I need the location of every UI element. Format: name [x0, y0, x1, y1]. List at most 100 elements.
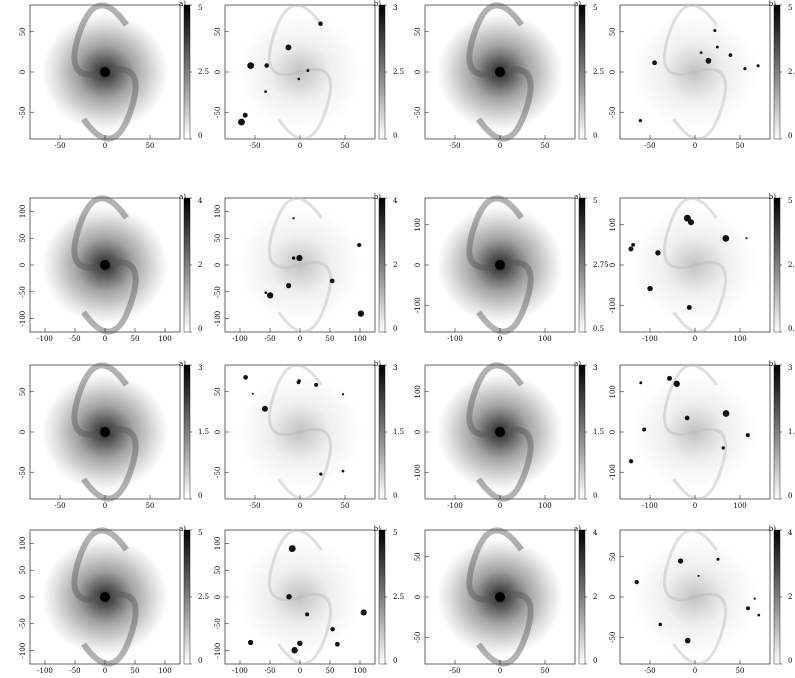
- y-tick-label: -50: [609, 632, 617, 643]
- x-tick-label: 50: [341, 142, 350, 150]
- y-tick-label: -100: [609, 297, 617, 313]
- x-tick-label: -50: [54, 502, 65, 510]
- colorbar-label: 3: [393, 4, 397, 12]
- galaxy-disk: [632, 13, 758, 131]
- x-tick-label: -100: [447, 335, 463, 343]
- star: [699, 51, 703, 55]
- panel-label: b): [374, 360, 381, 368]
- y-tick-label: -50: [19, 286, 27, 297]
- galaxy-core: [100, 67, 110, 77]
- star: [243, 375, 248, 380]
- panel: 5 2.5 0 a) -50 0 50 50 0 -50: [19, 0, 209, 150]
- x-tick-label: -100: [37, 335, 53, 343]
- colorbar-label: 5: [198, 529, 202, 537]
- star: [639, 381, 643, 385]
- colorbar-label: 1.5: [593, 428, 604, 436]
- spiral-arm: [277, 67, 333, 140]
- colorbar: [578, 197, 586, 333]
- galaxy-core: [495, 260, 505, 270]
- y-tick-label: 50: [414, 27, 422, 36]
- x-tick-label: -100: [642, 502, 658, 510]
- x-tick-label: 50: [736, 667, 745, 675]
- x-tick-label: 0: [298, 667, 302, 675]
- x-tick-label: -50: [69, 667, 80, 675]
- colorbar: [378, 529, 386, 665]
- star: [297, 77, 301, 81]
- colorbar-label: 0: [788, 492, 792, 500]
- y-tick-label: 50: [214, 234, 222, 243]
- star: [305, 612, 310, 617]
- galaxy-core: [100, 260, 110, 270]
- colorbar-label: 2.5: [198, 593, 209, 601]
- colorbar-label: 2.5: [393, 593, 404, 601]
- colorbar-label: 1.5: [198, 428, 209, 436]
- star: [677, 558, 684, 564]
- y-tick-label: 0: [214, 430, 222, 434]
- star: [628, 459, 634, 464]
- colorbar-label: 2.75: [593, 261, 609, 269]
- panel-label: b): [374, 193, 381, 201]
- x-tick-label: 0: [298, 142, 302, 150]
- colorbar-label: 0: [593, 132, 597, 140]
- spiral-arm: [267, 4, 323, 77]
- star: [722, 410, 730, 417]
- spiral-arm: [466, 527, 524, 603]
- y-tick-label: 0: [19, 430, 27, 434]
- star: [728, 53, 733, 57]
- star: [264, 63, 269, 68]
- colorbar: [578, 529, 586, 665]
- spiral-arm: [662, 364, 718, 437]
- spiral-arm: [71, 362, 129, 438]
- star: [683, 214, 691, 222]
- galaxy-disk: [632, 373, 758, 491]
- star: [686, 304, 692, 310]
- colorbar-label: 5: [593, 4, 597, 12]
- panel-label: a): [574, 525, 581, 533]
- y-tick-label: 0: [609, 430, 617, 434]
- y-tick-label: -50: [19, 107, 27, 118]
- star: [296, 380, 301, 385]
- colorbar-label: 1.5: [393, 428, 404, 436]
- x-tick-label: -50: [644, 667, 655, 675]
- y-tick-label: 0: [414, 70, 422, 74]
- star: [687, 219, 694, 226]
- x-tick-label: 0: [498, 142, 502, 150]
- colorbar-label: 5: [393, 529, 397, 537]
- y-tick-label: 100: [19, 205, 27, 218]
- star: [642, 427, 647, 432]
- panel: 3 1.5 0 a) -100 0 100 100 0 -100: [414, 360, 604, 510]
- colorbar-label: 5: [788, 4, 792, 12]
- colorbar: [378, 4, 386, 140]
- y-tick-label: 0: [19, 595, 27, 599]
- panel: 5 2.5 0 b) -50 0 50 50 0 -50: [609, 0, 795, 150]
- x-tick-label: 50: [131, 667, 140, 675]
- spiral-arm: [71, 195, 129, 271]
- spiral-arm: [476, 426, 534, 502]
- x-tick-label: 100: [158, 335, 171, 343]
- colorbar-label: 4: [788, 529, 793, 537]
- y-tick-label: -100: [19, 643, 27, 659]
- y-tick-label: -100: [214, 643, 222, 659]
- colorbar-label: 1.5: [788, 428, 795, 436]
- colorbar: [378, 197, 386, 333]
- spiral-arm: [466, 362, 524, 438]
- colorbar-label: 4: [198, 197, 203, 205]
- y-tick-label: 100: [214, 205, 222, 218]
- panel-label: a): [574, 360, 581, 368]
- colorbar-label: 0: [788, 657, 792, 665]
- y-tick-label: -50: [214, 107, 222, 118]
- star: [266, 292, 274, 299]
- y-tick-label: -100: [414, 297, 422, 313]
- colorbar-label: 0: [198, 492, 202, 500]
- star: [242, 112, 248, 118]
- y-tick-label: 0: [609, 70, 617, 74]
- star: [261, 405, 268, 412]
- x-tick-label: 0: [103, 667, 107, 675]
- star: [647, 285, 653, 292]
- star: [713, 28, 717, 33]
- x-tick-label: 50: [341, 502, 350, 510]
- x-tick-label: -50: [69, 335, 80, 343]
- x-tick-label: 0: [103, 502, 107, 510]
- spiral-arm: [267, 364, 323, 437]
- y-tick-label: 50: [19, 566, 27, 575]
